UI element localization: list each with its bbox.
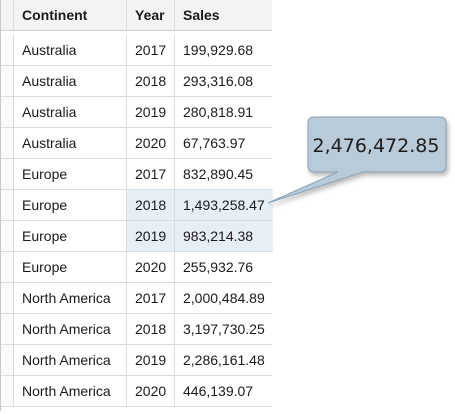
cell-sales[interactable]: 293,316.08 — [183, 73, 254, 89]
cell-continent[interactable]: Europe — [14, 221, 127, 251]
cell-sales[interactable]: 446,139.07 — [183, 383, 254, 399]
table-row[interactable]: North America 2018 3,197,730.25 — [1, 314, 272, 345]
cell-year[interactable]: 2017 — [127, 159, 175, 189]
row-selector[interactable] — [1, 97, 14, 127]
cell-year[interactable]: 2019 — [127, 345, 175, 375]
cell-year[interactable]: 2020 — [127, 128, 175, 158]
row-selector[interactable] — [1, 66, 14, 96]
cell-year[interactable]: 2017 — [127, 35, 175, 65]
table-header-row: Continent Year Sales — [1, 0, 272, 31]
cell-sales[interactable]: 199,929.68 — [183, 42, 254, 58]
column-header-sales[interactable]: Sales — [183, 7, 220, 23]
cell-continent[interactable]: Australia — [14, 35, 127, 65]
table-row[interactable]: Australia 2019 280,818.91 — [1, 97, 272, 128]
cell-continent[interactable]: Europe — [14, 252, 127, 282]
callout-value: 2,476,472.85 — [312, 135, 440, 157]
sales-table: Continent Year Sales Australia 2017 199,… — [0, 0, 273, 411]
table-row[interactable]: North America 2017 2,000,484.89 — [1, 283, 272, 314]
cell-sales[interactable]: 2,000,484.89 — [183, 290, 265, 306]
cell-continent[interactable]: Australia — [14, 66, 127, 96]
table-row[interactable]: Europe 2017 832,890.45 — [1, 159, 272, 190]
column-header-continent[interactable]: Continent — [14, 0, 127, 30]
cell-sales[interactable]: 280,818.91 — [183, 104, 254, 120]
cell-continent[interactable]: North America — [14, 345, 127, 375]
cell-year[interactable]: 2017 — [127, 283, 175, 313]
cell-year-selected[interactable]: 2018 — [127, 190, 175, 220]
row-selector[interactable] — [1, 314, 14, 344]
cell-year-selected[interactable]: 2019 — [127, 221, 175, 251]
cell-sales[interactable]: 255,932.76 — [183, 259, 254, 275]
row-selector[interactable] — [1, 35, 14, 65]
cell-year[interactable]: 2018 — [127, 66, 175, 96]
cell-year[interactable]: 2020 — [127, 252, 175, 282]
row-selector[interactable] — [1, 128, 14, 158]
cell-continent[interactable]: Australia — [14, 128, 127, 158]
row-selector[interactable] — [1, 283, 14, 313]
row-selector[interactable] — [1, 376, 14, 406]
cell-year[interactable]: 2019 — [127, 97, 175, 127]
row-selector[interactable] — [1, 252, 14, 282]
row-selector[interactable] — [1, 190, 14, 220]
column-header-year[interactable]: Year — [127, 0, 175, 30]
row-selector[interactable] — [1, 159, 14, 189]
cell-continent[interactable]: North America — [14, 283, 127, 313]
header-corner[interactable] — [1, 0, 14, 30]
cell-sales-selected[interactable]: 1,493,258.47 — [175, 190, 273, 220]
cell-sales[interactable]: 3,197,730.25 — [183, 321, 265, 337]
cell-sales[interactable]: 2,286,161.48 — [183, 352, 265, 368]
cell-continent[interactable]: North America — [14, 314, 127, 344]
cell-sales[interactable]: 67,763.97 — [183, 135, 246, 151]
cell-continent[interactable]: Europe — [14, 190, 127, 220]
cell-continent[interactable]: Australia — [14, 97, 127, 127]
table-row[interactable]: Australia 2017 199,929.68 — [1, 35, 272, 66]
row-selector[interactable] — [1, 345, 14, 375]
cell-year[interactable]: 2018 — [127, 314, 175, 344]
table-row[interactable]: Australia 2018 293,316.08 — [1, 66, 272, 97]
table-row[interactable]: Australia 2020 67,763.97 — [1, 128, 272, 159]
cell-year[interactable]: 2020 — [127, 376, 175, 406]
cell-sales-selected[interactable]: 983,214.38 — [175, 221, 273, 251]
table-row[interactable]: Europe 2020 255,932.76 — [1, 252, 272, 283]
table-row[interactable]: North America 2020 446,139.07 — [1, 376, 272, 407]
table-row-selected[interactable]: Europe 2018 1,493,258.47 — [1, 190, 273, 221]
table-row[interactable]: North America 2019 2,286,161.48 — [1, 345, 272, 376]
cell-sales[interactable]: 832,890.45 — [183, 166, 254, 182]
row-selector[interactable] — [1, 221, 14, 251]
table-row-selected[interactable]: Europe 2019 983,214.38 — [1, 221, 273, 252]
cell-continent[interactable]: North America — [14, 376, 127, 406]
cell-continent[interactable]: Europe — [14, 159, 127, 189]
